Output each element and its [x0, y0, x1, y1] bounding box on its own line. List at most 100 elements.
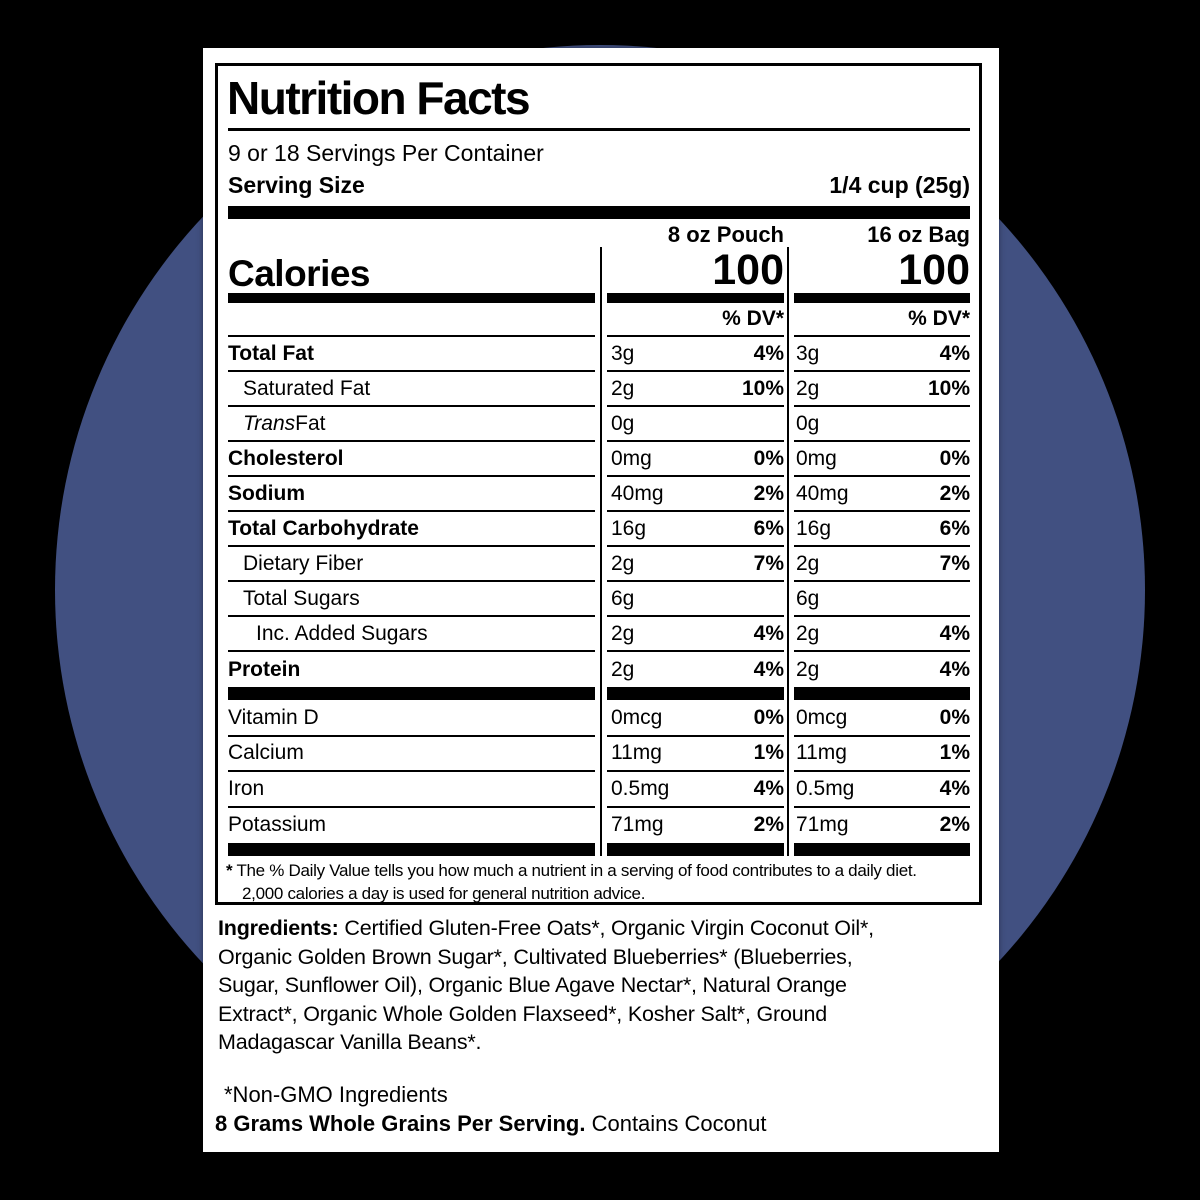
ingredients-paragraph: Ingredients: Certified Gluten-Free Oats*…	[218, 914, 996, 1057]
amount-bag: 0g	[796, 411, 820, 435]
separator-bar-protein	[218, 687, 979, 700]
calories-row: Calories 100 100	[218, 247, 979, 293]
value-cell-bag: 11mg 1%	[794, 737, 970, 772]
percent-dv-header-row: % DV* % DV*	[218, 303, 979, 337]
nutrient-row: Iron 0.5mg 4% 0.5mg 4%	[218, 772, 979, 808]
package-columns-header: 8 oz Pouch 16 oz Bag	[218, 222, 979, 247]
servings-per-container: 9 or 18 Servings Per Container	[228, 140, 544, 166]
value-cell-bag: 40mg 2%	[794, 477, 970, 512]
header-spacer	[228, 222, 595, 248]
daily-value-bag: 0%	[939, 446, 970, 470]
nutrient-name: Potassium	[228, 813, 327, 837]
daily-value-bag: 6%	[939, 516, 970, 540]
amount-bag: 40mg	[796, 481, 849, 505]
amount-pouch: 0mg	[611, 446, 652, 470]
amount-bag: 3g	[796, 341, 820, 365]
ingredients-label: Ingredients:	[218, 916, 339, 940]
amount-pouch: 2g	[611, 551, 635, 575]
value-cell-bag: 2g 4%	[794, 617, 970, 652]
amount-pouch: 6g	[611, 586, 635, 610]
daily-value-bag: 2%	[939, 481, 970, 505]
value-cell-pouch: 2g 10%	[607, 372, 784, 407]
daily-value-pouch: 7%	[753, 551, 784, 575]
daily-value-footnote: * The % Daily Value tells you how much a…	[218, 859, 979, 905]
value-cell-bag: 6g	[794, 582, 970, 617]
nutrient-row: Total Fat 3g 4% 3g 4%	[218, 337, 979, 372]
amount-bag: 11mg	[796, 741, 847, 765]
calories-label: Calories	[228, 253, 371, 294]
daily-value-bag: 4%	[939, 621, 970, 645]
daily-value-pouch: 4%	[753, 776, 784, 800]
value-cell-pouch: 40mg 2%	[607, 477, 784, 512]
serving-size-label: Serving Size	[228, 172, 365, 198]
nutrient-name: Trans Fat	[228, 407, 595, 442]
value-cell-bag: 2g 10%	[794, 372, 970, 407]
value-cell-pouch: 0.5mg 4%	[607, 772, 784, 808]
value-cell-bag: 2g 4%	[794, 652, 970, 687]
value-cell-pouch: 11mg 1%	[607, 737, 784, 772]
value-cell-pouch: 6g	[607, 582, 784, 617]
serving-size-value: 1/4 cup (25g)	[829, 172, 970, 198]
amount-bag: 2g	[796, 621, 820, 645]
label-title: Nutrition Facts	[227, 72, 531, 124]
nutrient-row: Dietary Fiber 2g 7% 2g 7%	[218, 547, 979, 582]
daily-value-bag: 0%	[939, 705, 970, 729]
nutrient-row: Total Sugars 6g 6g	[218, 582, 979, 617]
amount-pouch: 0g	[611, 411, 635, 435]
amount-pouch: 2g	[611, 621, 635, 645]
column-divider-2	[787, 247, 789, 856]
value-cell-bag: 71mg 2%	[794, 808, 970, 844]
nutrient-name: Dietary Fiber	[228, 547, 595, 582]
ingredients-text: Certified Gluten-Free Oats*, Organic Vir…	[218, 916, 874, 1054]
nutrient-row: Inc. Added Sugars 2g 4% 2g 4%	[218, 617, 979, 652]
calories-value-bag: 100	[898, 246, 970, 294]
nutrient-name: Vitamin D	[228, 701, 595, 737]
value-cell-pouch: 2g 4%	[607, 652, 784, 687]
daily-value-bag: 4%	[939, 776, 970, 800]
value-cell-bag: 0.5mg 4%	[794, 772, 970, 808]
nutrient-row: Calcium 11mg 1% 11mg 1%	[218, 737, 979, 772]
serving-size-row: Serving Size 1/4 cup (25g)	[218, 170, 979, 200]
amount-bag: 0mcg	[796, 705, 848, 729]
value-cell-bag: 16g 6%	[794, 512, 970, 547]
value-cell-pouch: 0mcg 0%	[607, 701, 784, 737]
column-divider-1	[600, 247, 602, 856]
nutrient-row: Vitamin D 0mcg 0% 0mcg 0%	[218, 701, 979, 737]
value-cell-bag: 3g 4%	[794, 337, 970, 372]
daily-value-pouch: 4%	[753, 621, 784, 645]
value-cell-bag: 0g	[794, 407, 970, 442]
nutrition-facts-label: Nutrition Facts 9 or 18 Servings Per Con…	[215, 63, 982, 905]
daily-value-pouch: 0%	[753, 446, 784, 470]
value-cell-pouch: 3g 4%	[607, 337, 784, 372]
nutrient-name: Cholesterol	[228, 442, 595, 477]
amount-bag: 0.5mg	[796, 776, 855, 800]
separator-bar-calories	[218, 293, 979, 303]
daily-value-pouch: 0%	[753, 705, 784, 729]
nutrient-name: Sodium	[228, 477, 595, 512]
amount-pouch: 3g	[611, 341, 635, 365]
nutrient-row: Protein 2g 4% 2g 4%	[218, 652, 979, 687]
value-cell-pouch: 2g 4%	[607, 617, 784, 652]
nutrient-name: Calcium	[228, 737, 595, 772]
amount-bag: 2g	[796, 657, 820, 681]
daily-value-pouch: 6%	[753, 516, 784, 540]
nutrient-row: Trans Fat 0g 0g	[218, 407, 979, 442]
separator-bar-bottom	[218, 843, 979, 856]
nutrient-row: Total Carbohydrate 16g 6% 16g 6%	[218, 512, 979, 547]
footnote-text: The % Daily Value tells you how much a n…	[236, 861, 917, 903]
amount-bag: 6g	[796, 586, 820, 610]
non-gmo-note: *Non-GMO Ingredients	[224, 1082, 448, 1107]
daily-value-pouch: 4%	[753, 657, 784, 681]
micronutrient-table: Vitamin D 0mcg 0% 0mcg 0% Calcium 11mg 1% 11mg 1%…	[218, 701, 979, 843]
nutrient-name: Total Sugars	[228, 582, 595, 617]
nutrient-name: Total Carbohydrate	[228, 512, 595, 547]
amount-pouch: 0.5mg	[611, 776, 670, 800]
amount-pouch: 40mg	[611, 481, 664, 505]
amount-pouch: 0mcg	[611, 705, 663, 729]
footnote-asterisk: *	[226, 861, 233, 880]
daily-value-bag: 10%	[927, 376, 970, 400]
amount-pouch: 2g	[611, 376, 635, 400]
whole-grains-claim: 8 Grams Whole Grains Per Serving.	[215, 1111, 586, 1136]
column-header-bag: 16 oz Bag	[867, 222, 970, 247]
nutrient-name: Saturated Fat	[228, 372, 595, 407]
